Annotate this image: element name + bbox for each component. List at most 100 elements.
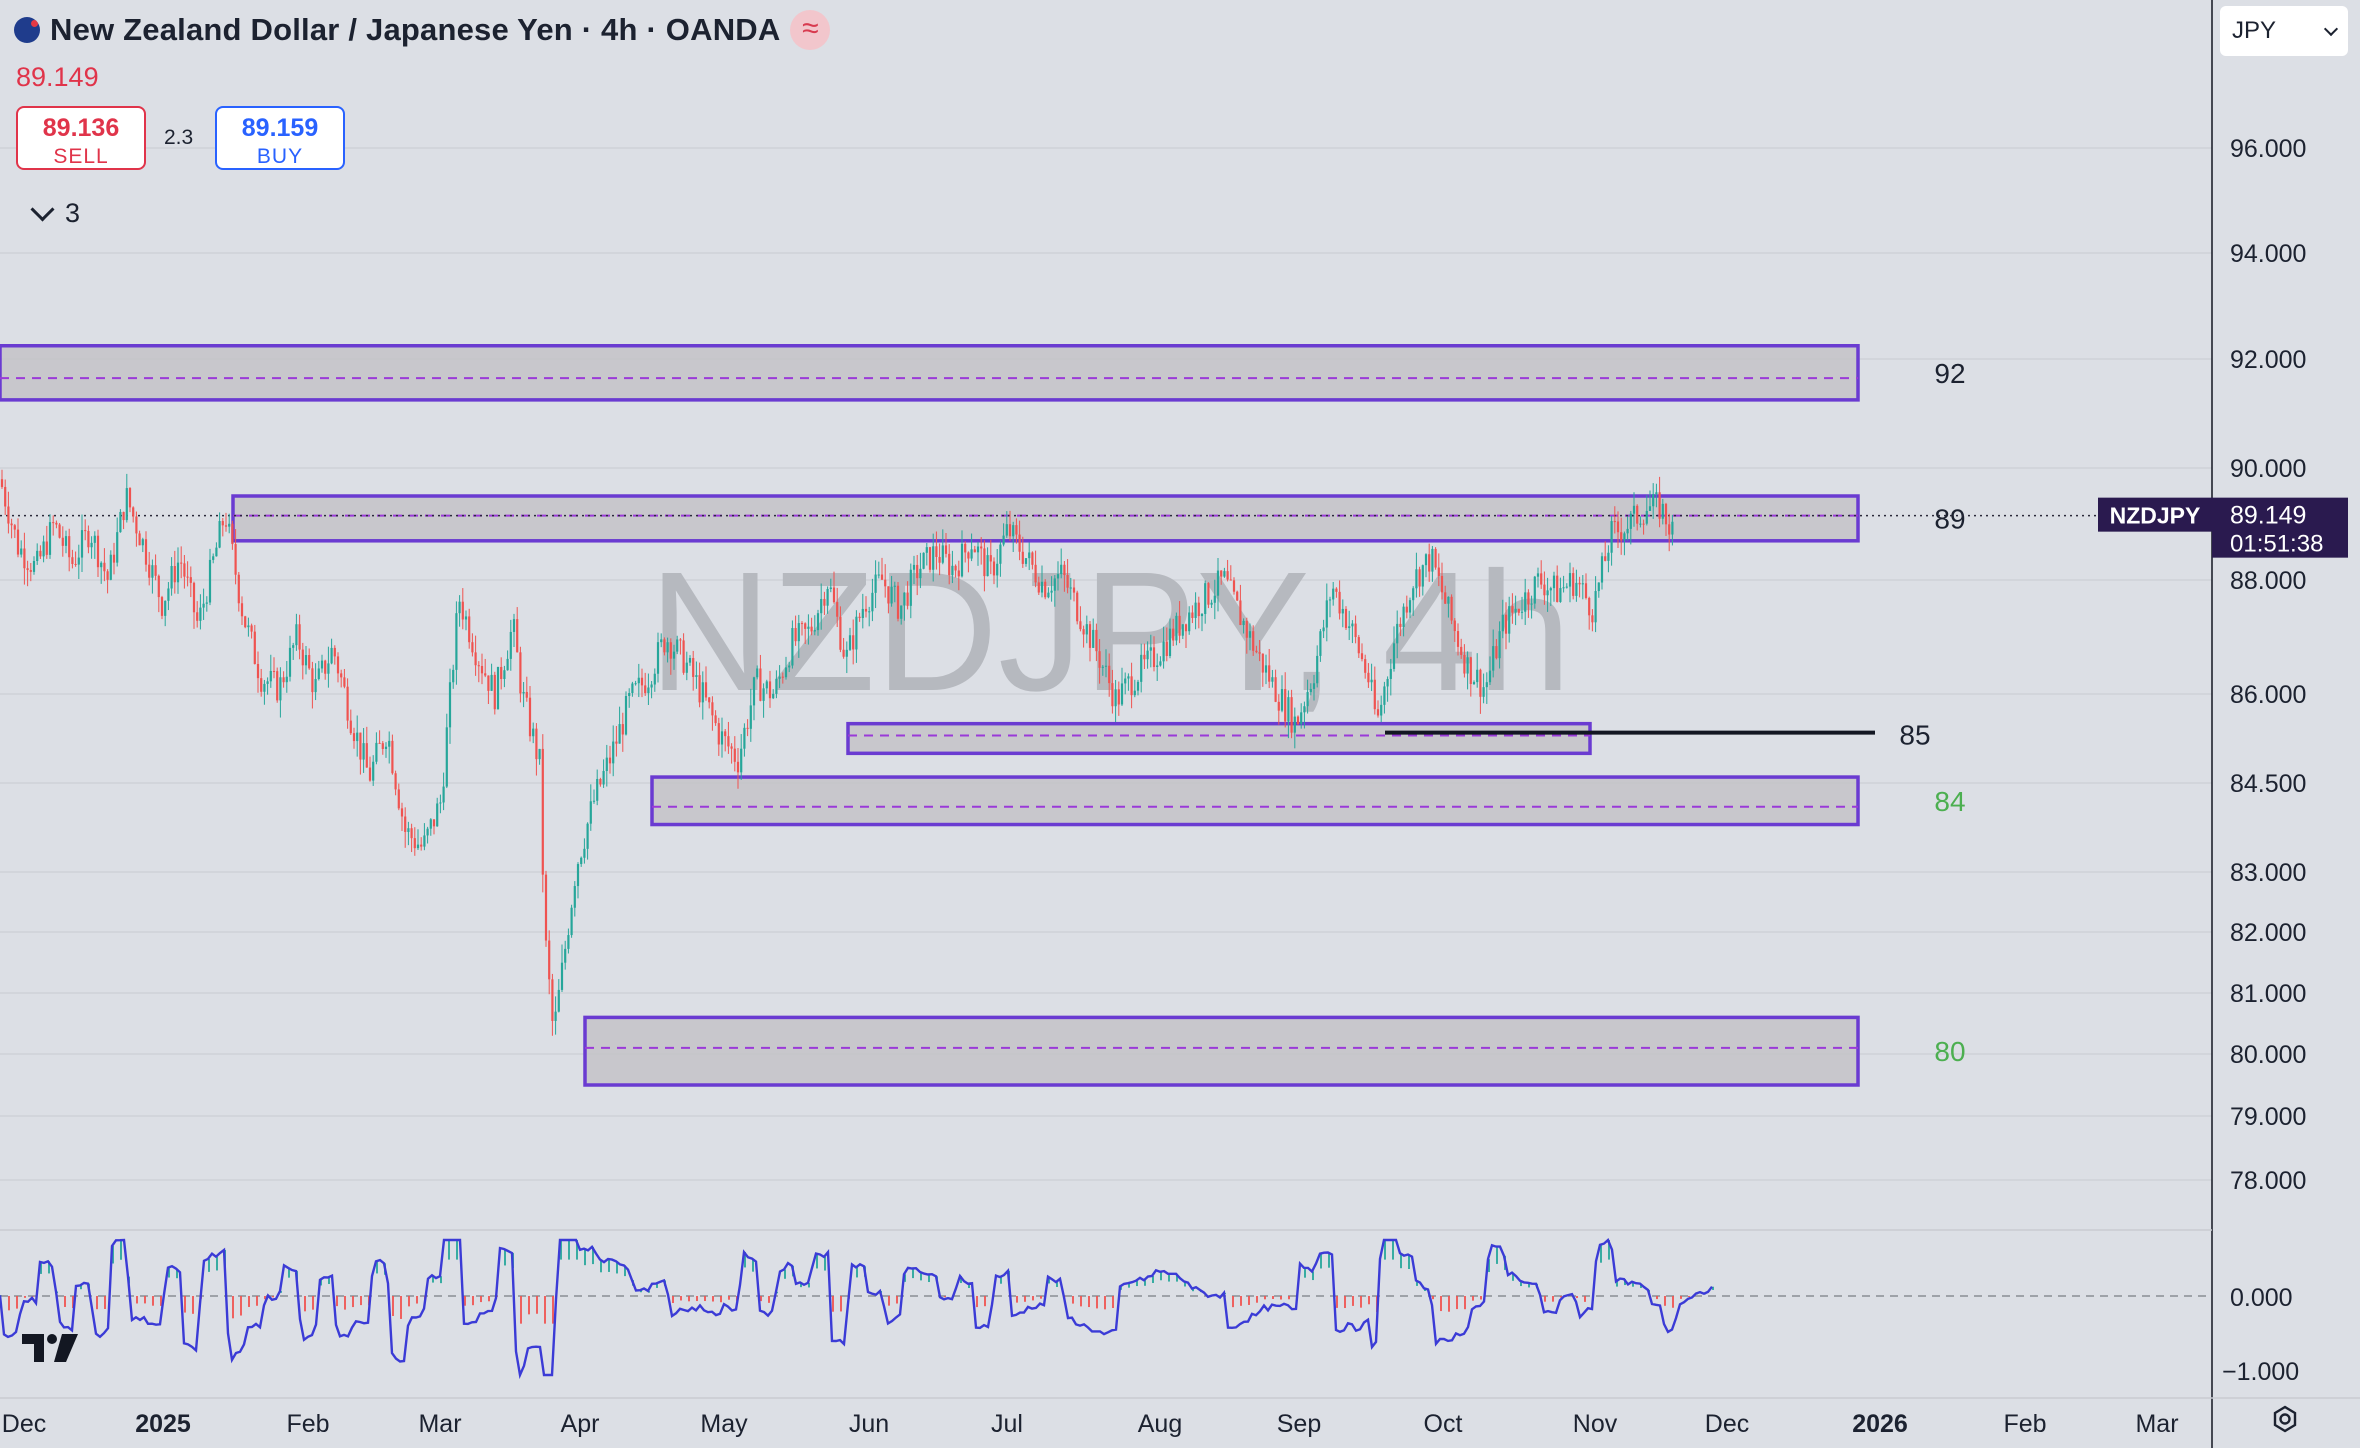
candle	[272, 657, 276, 679]
indicators-toggle[interactable]: 3	[30, 197, 80, 229]
candle	[1063, 561, 1066, 592]
candle	[218, 512, 221, 549]
candle-body	[964, 543, 967, 553]
candle	[1664, 502, 1668, 536]
candle	[1549, 586, 1552, 606]
candle	[596, 769, 599, 806]
candle-body	[503, 670, 506, 680]
oscillator-bar	[1096, 1296, 1098, 1309]
oscillator-bar	[400, 1296, 402, 1319]
currency-label: JPY	[2232, 17, 2277, 44]
candle-body	[1575, 582, 1578, 596]
candle-body	[852, 635, 855, 650]
candle	[1277, 694, 1280, 725]
wave-icon[interactable]: ≈	[790, 10, 831, 50]
candle-body	[208, 559, 212, 603]
candle-body	[1335, 588, 1338, 592]
candle-body	[951, 565, 954, 576]
candle	[983, 540, 986, 592]
candle	[1274, 669, 1277, 703]
buy-button[interactable]: 89.159 BUY	[215, 106, 345, 170]
candle	[352, 727, 356, 749]
candle	[90, 536, 93, 559]
candle-body	[628, 693, 631, 697]
candle-body	[618, 724, 621, 744]
candle	[576, 862, 580, 899]
candle	[1319, 628, 1322, 662]
oscillator-bar	[520, 1296, 522, 1324]
candle-body	[1613, 521, 1616, 523]
symbol-title[interactable]: New Zealand Dollar / Japanese Yen · 4h ·…	[50, 12, 781, 47]
candle-body	[647, 687, 650, 694]
candle	[452, 664, 455, 689]
oscillator-bar	[1184, 1281, 1186, 1287]
candle	[1620, 517, 1623, 555]
candle	[1424, 553, 1428, 578]
candle	[180, 546, 183, 579]
candle	[1476, 653, 1479, 688]
candle	[1348, 610, 1351, 641]
candle	[756, 665, 759, 680]
oscillator-bar	[1072, 1296, 1074, 1304]
price-axis-tick: 90.000	[2230, 455, 2306, 483]
candle	[512, 613, 516, 648]
candle-body	[714, 715, 717, 724]
candle	[1165, 627, 1168, 662]
candle-body	[394, 773, 397, 790]
price-axis-tick: 80.000	[2230, 1041, 2306, 1069]
candle	[951, 550, 954, 584]
candle-body	[1088, 624, 1092, 648]
candle-body	[1472, 682, 1476, 685]
candle-body	[1524, 592, 1527, 612]
candle-body	[1261, 653, 1264, 673]
candle	[1607, 545, 1610, 573]
candle	[429, 818, 432, 836]
candle	[1572, 567, 1575, 600]
candle-body	[1424, 554, 1428, 566]
candle	[106, 569, 109, 594]
candle	[1428, 543, 1431, 582]
candle	[52, 515, 55, 536]
candle-body	[1469, 657, 1472, 685]
settings-icon[interactable]	[2270, 1404, 2300, 1434]
candle-body	[1367, 672, 1370, 683]
candle	[1162, 626, 1165, 669]
candle	[1242, 618, 1245, 634]
candle	[192, 581, 196, 629]
candle	[980, 537, 983, 565]
candle-body	[775, 678, 778, 694]
currency-select[interactable]: JPY	[2220, 6, 2348, 56]
candle	[1239, 584, 1242, 626]
oscillator-bar	[344, 1296, 346, 1310]
candle	[1082, 625, 1085, 648]
oscillator-bar	[1112, 1296, 1114, 1309]
candle	[1661, 498, 1664, 525]
candle	[304, 646, 308, 675]
candle	[909, 563, 912, 619]
candle	[477, 661, 480, 683]
candle-body	[525, 691, 528, 698]
candle-body	[90, 542, 93, 548]
time-axis: Dec 2025 Feb Mar Apr May Jun Jul Aug Sep Oct Nov Dec…	[2, 1410, 2179, 1438]
candle-body	[311, 668, 314, 693]
candle	[426, 826, 429, 844]
zone-label: 80	[1934, 1036, 1965, 1067]
candle	[298, 614, 301, 660]
candle-body	[1357, 637, 1360, 654]
candle	[202, 588, 205, 620]
candle-body	[621, 724, 624, 735]
candle-body	[288, 647, 292, 677]
candle	[1008, 510, 1012, 541]
candle	[1028, 542, 1031, 571]
candle	[1642, 519, 1645, 535]
candle	[1658, 476, 1661, 528]
candle	[68, 528, 71, 572]
candle	[1338, 580, 1341, 620]
candle-body	[464, 616, 468, 620]
candle-body	[736, 761, 740, 773]
candle-body	[864, 608, 868, 612]
sell-button[interactable]: 89.136 SELL	[16, 106, 146, 170]
oscillator-bar	[1328, 1252, 1330, 1268]
candle-body	[1312, 683, 1316, 689]
